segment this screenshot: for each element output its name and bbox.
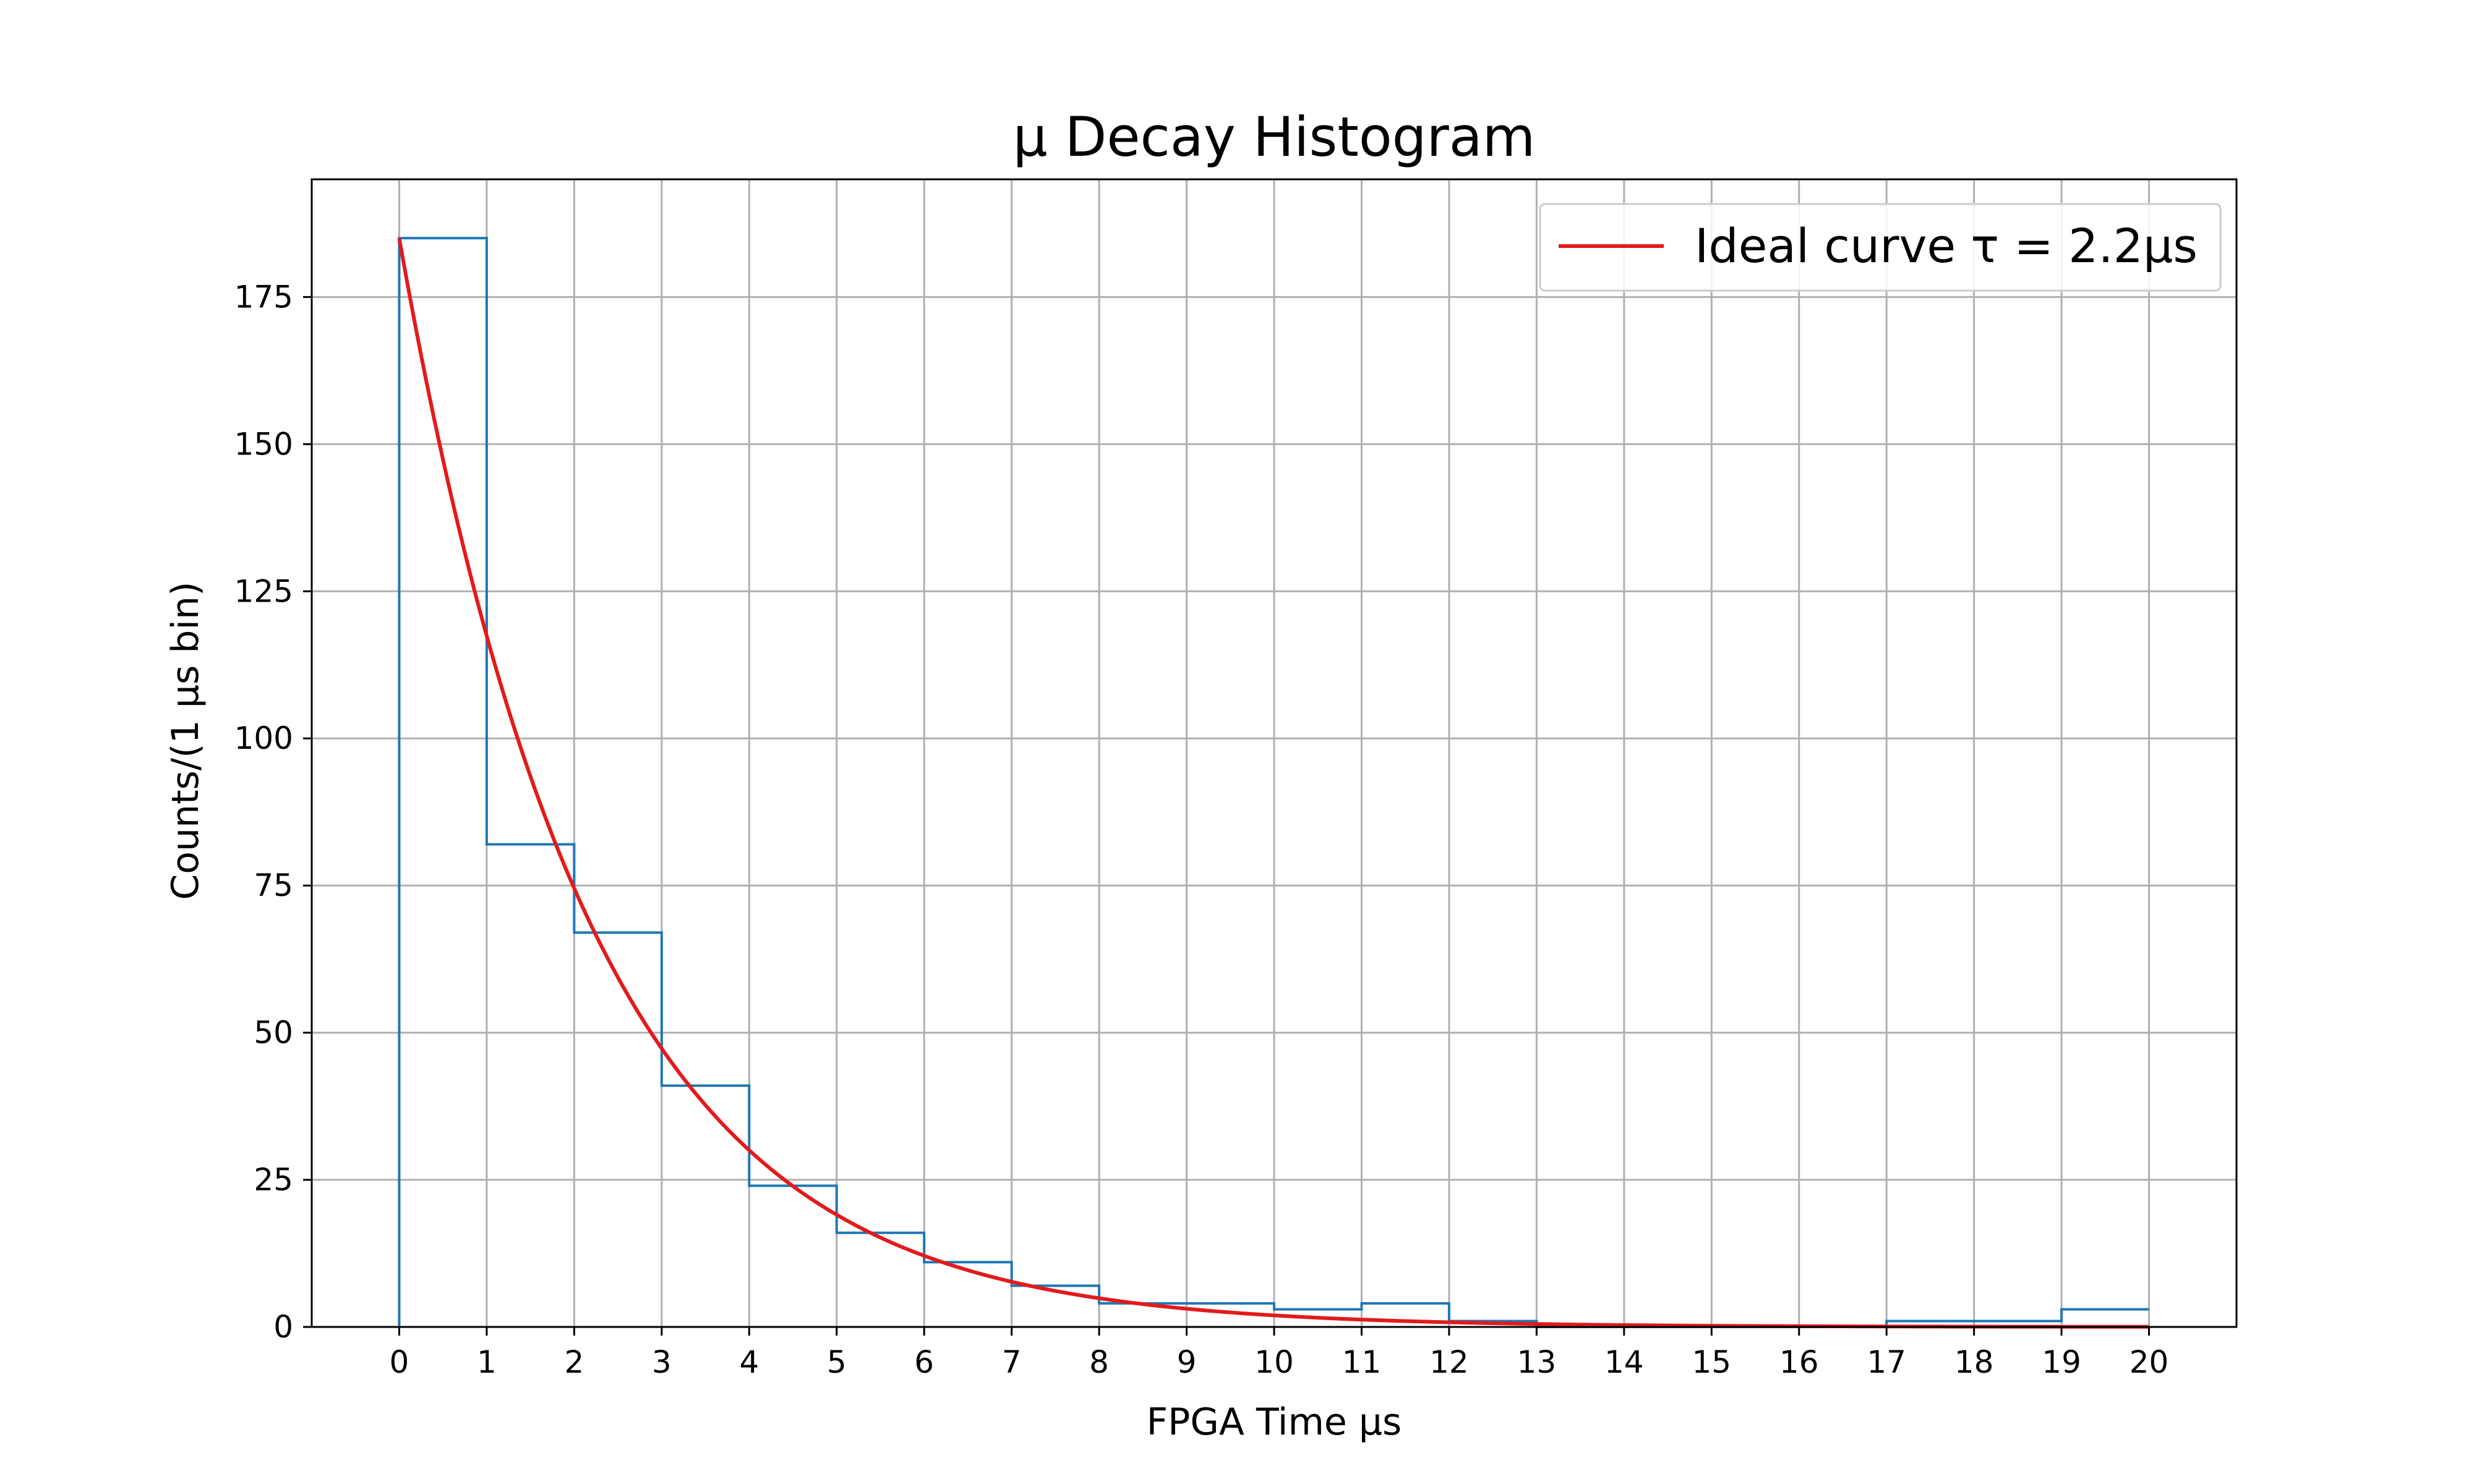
x-tick-label-18: 18 — [1954, 1344, 1994, 1380]
x-tick-label-12: 12 — [1429, 1344, 1469, 1380]
x-tick-label-15: 15 — [1692, 1344, 1731, 1380]
x-axis-label: FPGA Time μs — [1147, 1401, 1402, 1444]
legend-box — [1539, 203, 2222, 292]
y-axis: 0 25 50 75 100 125 150 175 — [234, 279, 312, 1345]
x-tick-label-4: 4 — [739, 1344, 759, 1380]
x-tick-label-1: 1 — [477, 1344, 497, 1380]
x-tick-label-13: 13 — [1517, 1344, 1557, 1380]
x-tick-label-14: 14 — [1604, 1344, 1644, 1380]
histogram-bin-2-3 — [574, 932, 661, 1327]
y-axis-label: Counts/(1 μs bin) — [164, 581, 207, 900]
histogram-bin-0-1 — [399, 238, 486, 1327]
legend: Ideal curve τ = 2.2μs — [1539, 203, 2222, 292]
x-tick-label-8: 8 — [1089, 1344, 1109, 1380]
x-tick-label-20: 20 — [2129, 1344, 2169, 1380]
y-tick-label-150: 150 — [234, 426, 293, 462]
x-tick-label-9: 9 — [1177, 1344, 1197, 1380]
x-tick-label-0: 0 — [390, 1344, 409, 1380]
x-tick-label-2: 2 — [564, 1344, 584, 1380]
chart-title: μ Decay Histogram — [1013, 105, 1536, 169]
legend-label-ideal-curve: Ideal curve τ = 2.2μs — [1695, 218, 2198, 273]
y-tick-label-0: 0 — [273, 1309, 293, 1345]
histogram-bin-1-2 — [487, 845, 574, 1327]
x-tick-label-5: 5 — [827, 1344, 847, 1380]
y-tick-label-50: 50 — [254, 1015, 293, 1051]
histogram-bin-5-6 — [837, 1233, 924, 1327]
y-tick-label-25: 25 — [254, 1162, 293, 1198]
x-tick-label-6: 6 — [914, 1344, 934, 1380]
x-tick-label-7: 7 — [1002, 1344, 1022, 1380]
y-tick-label-75: 75 — [254, 868, 293, 903]
x-tick-label-16: 16 — [1779, 1344, 1819, 1380]
y-tick-label-125: 125 — [234, 573, 293, 609]
x-tick-label-19: 19 — [2042, 1344, 2081, 1380]
x-tick-label-17: 17 — [1867, 1344, 1906, 1380]
x-tick-label-3: 3 — [652, 1344, 672, 1380]
x-axis: 0 1 2 3 4 5 6 7 8 9 10 11 12 13 14 15 16 17 18 19 20 — [390, 1327, 2169, 1380]
y-tick-label-175: 175 — [234, 279, 293, 315]
histogram-bin-3-4 — [662, 1086, 749, 1327]
x-tick-label-10: 10 — [1254, 1344, 1294, 1380]
x-tick-label-11: 11 — [1342, 1344, 1382, 1380]
grid — [312, 179, 2236, 1328]
y-tick-label-100: 100 — [234, 720, 293, 756]
histogram-bin-19-20 — [2061, 1309, 2149, 1327]
